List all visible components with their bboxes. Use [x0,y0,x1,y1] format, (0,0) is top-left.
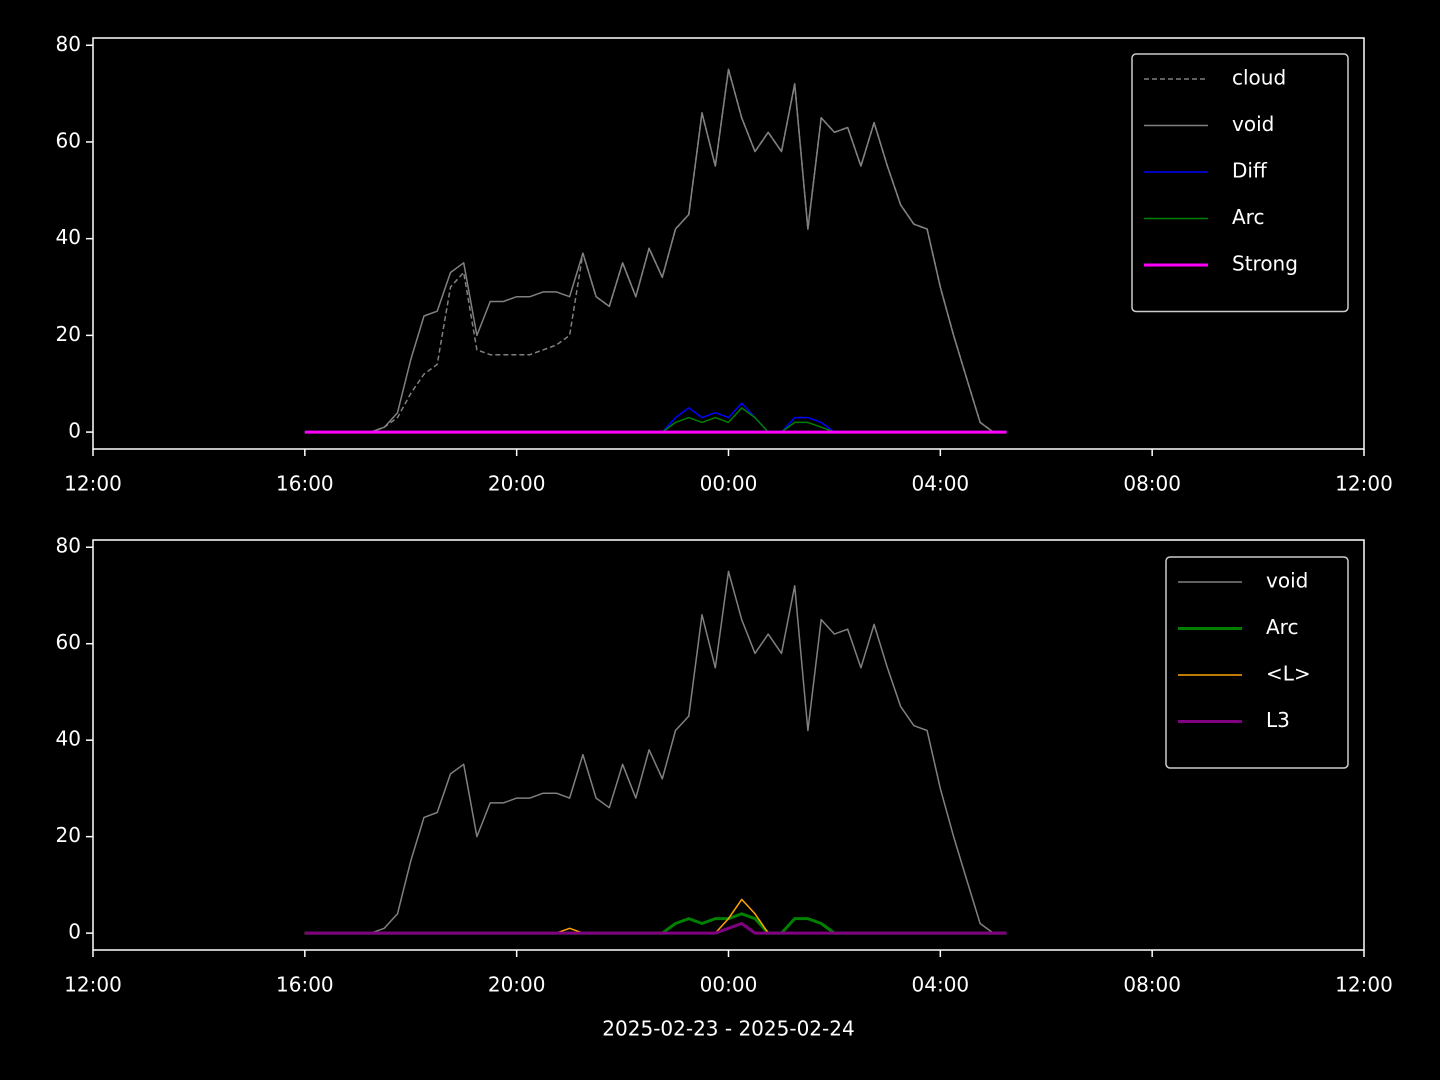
x-tick-label: 12:00 [64,973,122,997]
y-tick-label: 20 [56,823,81,847]
y-tick-label: 60 [56,630,81,654]
legend-label: void [1266,569,1308,593]
series-line [304,402,1007,433]
y-tick-label: 80 [56,534,81,558]
series-line [304,68,1007,433]
y-tick-label: 40 [56,727,81,751]
x-tick-label: 20:00 [488,973,546,997]
legend-label: <L> [1266,662,1311,686]
y-tick-label: 0 [68,920,81,944]
x-tick-label: 08:00 [1123,973,1181,997]
legend-label: void [1232,112,1274,136]
y-tick-label: 20 [56,322,81,346]
legend-label: Arc [1266,615,1298,639]
y-tick-label: 60 [56,128,81,152]
legend-label: cloud [1232,66,1286,90]
series-line [304,407,1007,433]
legend-label: Arc [1232,205,1264,229]
x-tick-label: 04:00 [912,472,970,496]
y-tick-label: 0 [68,419,81,443]
legend-box [1165,556,1349,769]
series-line [304,922,1007,935]
legend-label: Diff [1232,159,1268,183]
legend-box [1131,53,1349,313]
x-tick-label: 08:00 [1123,472,1181,496]
x-tick-label: 12:00 [1335,472,1393,496]
x-tick-label: 00:00 [700,973,758,997]
series-line [304,68,1007,433]
legend-label: Strong [1232,252,1298,276]
plot-frame [92,37,1365,450]
legend-label: L3 [1266,708,1290,732]
y-tick-label: 80 [56,32,81,56]
series-line [304,912,1007,935]
x-tick-label: 12:00 [64,472,122,496]
x-axis-label: 2025-02-23 - 2025-02-24 [602,1017,854,1041]
series-line [304,570,1007,934]
x-tick-label: 12:00 [1335,973,1393,997]
plot-frame [92,539,1365,951]
x-tick-label: 20:00 [488,472,546,496]
x-tick-label: 04:00 [912,973,970,997]
x-tick-label: 16:00 [276,973,334,997]
y-tick-label: 40 [56,225,81,249]
x-tick-label: 16:00 [276,472,334,496]
x-tick-label: 00:00 [700,472,758,496]
series-line [304,898,1007,934]
